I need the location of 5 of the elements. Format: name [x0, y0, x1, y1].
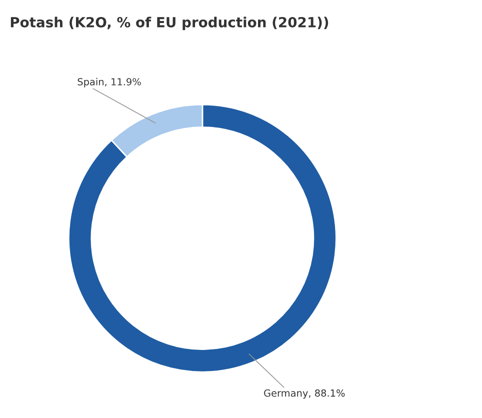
data-label: , 11.9%: [105, 78, 141, 86]
slice-label: Germany: [264, 389, 308, 399]
data-label: , 88.1%: [308, 389, 345, 398]
slice-label: Spain: [78, 78, 104, 88]
chart-title: Potash (K2O, % of EU production (2021)): [10, 16, 328, 30]
